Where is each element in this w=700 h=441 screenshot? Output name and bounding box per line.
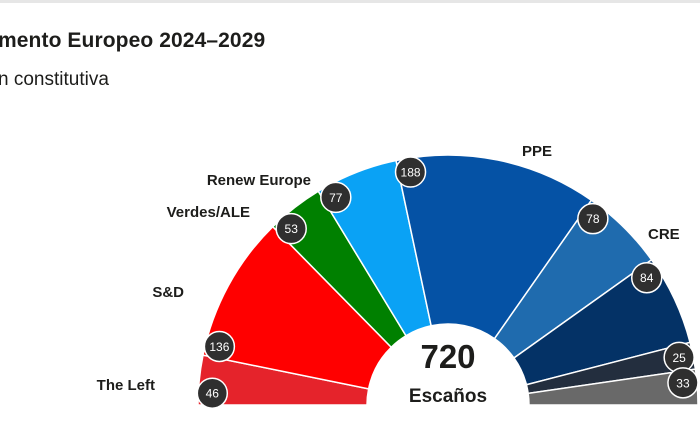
seat-count-3: 77 [329,191,343,205]
party-label-5: CRE [648,226,680,243]
chart-subtitle: n constitutiva [0,69,109,90]
top-rule [0,0,700,3]
segment-1 [202,225,393,390]
segment-4 [395,154,593,340]
party-label-1: S&D [152,284,184,301]
seat-count-2: 53 [285,222,299,236]
total-seats-label: Escaños [409,386,487,407]
seat-count-4: 188 [401,165,421,179]
seat-badge-4 [394,156,427,188]
seat-badge-0 [196,377,229,409]
seat-count-0: 46 [206,387,220,401]
seat-badge-1 [203,330,236,363]
seat-count-7: 25 [672,351,686,365]
party-label-3: Renew Europe [207,172,311,189]
seat-count-5: 78 [586,212,600,226]
party-label-0: The Left [97,377,155,394]
seat-count-8: 33 [676,376,690,390]
seat-badge-6 [630,261,663,294]
chart-title: mento Europeo 2024–2029 [0,29,266,52]
seat-count-6: 84 [640,271,654,285]
seat-badge-2 [275,212,307,245]
seat-badge-5 [577,202,609,235]
seat-badge-8 [667,367,699,399]
seat-badge-3 [320,181,352,214]
total-seats-value: 720 [420,338,475,375]
seat-count-1: 136 [209,340,229,354]
party-label-2: Verdes/ALE [167,204,250,221]
party-label-4: PPE [522,143,552,160]
